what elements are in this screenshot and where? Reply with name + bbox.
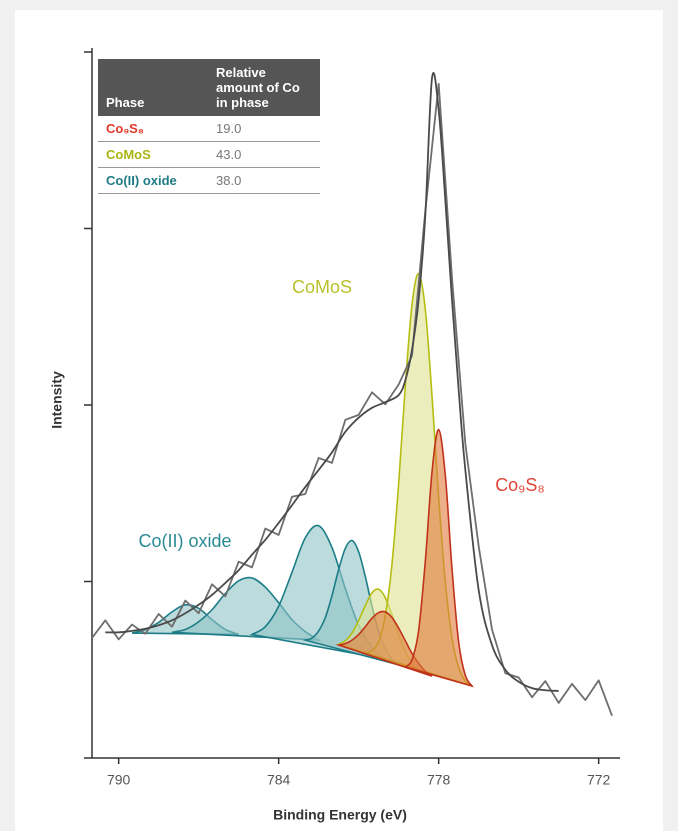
- phase-cell: Co₉S₈: [98, 116, 208, 142]
- y-axis-title: Intensity: [49, 371, 65, 429]
- phase-table: Phase Relative amount of Co in phase Co₉…: [98, 59, 320, 194]
- x-tick-label: 772: [587, 772, 611, 788]
- annotation: Co₉S₈: [495, 475, 545, 495]
- phase-cell: CoMoS: [98, 141, 208, 168]
- annotation: CoMoS: [292, 277, 352, 297]
- spectrum-line: [91, 82, 613, 716]
- phase-cell: Co(II) oxide: [98, 167, 208, 194]
- x-tick-label: 790: [107, 772, 131, 788]
- amount-cell: 38.0: [208, 167, 320, 194]
- plot-area: [84, 48, 620, 764]
- spectrum-line: [105, 71, 559, 692]
- x-tick-label: 778: [427, 772, 451, 788]
- x-axis-title: Binding Energy (eV): [273, 807, 407, 823]
- x-tick-label: 784: [267, 772, 291, 788]
- table-header: Phase: [98, 59, 208, 116]
- page: Binding Energy (eV) Intensity CoMoS Co₉S…: [15, 10, 663, 831]
- table-row: Co₉S₈ 19.0: [98, 116, 320, 142]
- annotation: Co(II) oxide: [138, 531, 231, 551]
- table-header: Relative amount of Co in phase: [208, 59, 320, 116]
- table-row: Co(II) oxide 38.0: [98, 167, 320, 194]
- table-row: CoMoS 43.0: [98, 141, 320, 168]
- amount-cell: 19.0: [208, 116, 320, 142]
- amount-cell: 43.0: [208, 141, 320, 168]
- fitted-peak: [403, 428, 474, 688]
